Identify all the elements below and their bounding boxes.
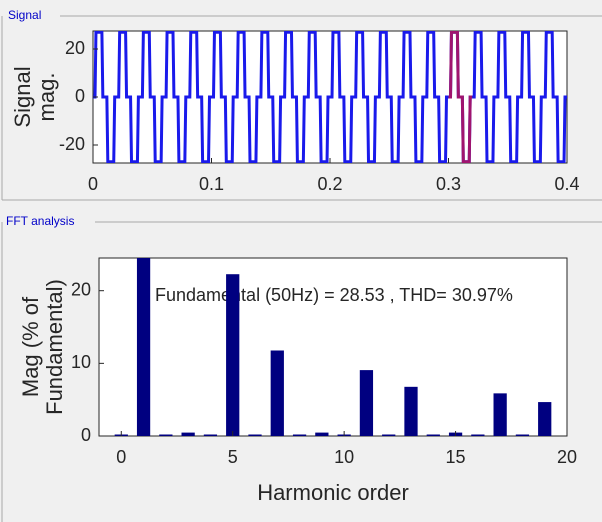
y-tick-label: 20: [65, 38, 85, 58]
x-tick-label: 0.2: [317, 174, 342, 194]
bar: [181, 432, 195, 436]
x-tick-label: 0: [88, 174, 98, 194]
signal-line: [93, 31, 567, 163]
x-tick-label: 10: [334, 447, 354, 467]
annotation: Fundamental (50Hz) = 28.53 , THD= 30.97%: [155, 285, 513, 305]
panel-title: Signal: [8, 8, 41, 22]
bar: [538, 402, 552, 436]
y-axis-label: Mag (% of: [18, 296, 43, 397]
y-axis-label: mag.: [34, 73, 59, 122]
bar: [315, 432, 329, 436]
y-axis-label: Fundamental): [42, 279, 67, 415]
y-tick-label: -20: [59, 134, 85, 154]
bar: [404, 386, 418, 436]
y-tick-label: 0: [75, 86, 85, 106]
bar: [426, 434, 440, 436]
y-tick-label: 20: [71, 279, 91, 299]
bar: [382, 434, 396, 436]
x-tick-label: 15: [446, 447, 466, 467]
y-tick-label: 0: [81, 425, 91, 445]
y-tick-label: 10: [71, 352, 91, 372]
bar: [203, 434, 218, 436]
signal-panel: [1, 15, 602, 201]
title-bg: [4, 9, 58, 23]
bar: [359, 370, 374, 436]
fft-panel: [1, 221, 602, 522]
bar: [493, 393, 507, 436]
bar: [270, 350, 284, 436]
x-tick-label: 20: [557, 447, 577, 467]
plot-area: [98, 257, 568, 437]
x-tick-label: 5: [228, 447, 238, 467]
x-tick-label: 0.3: [436, 174, 461, 194]
plot-content: [93, 31, 567, 163]
bar: [159, 434, 173, 436]
bar: [515, 434, 530, 436]
bar: [226, 274, 240, 436]
y-axis-label: Signal: [10, 66, 35, 127]
signal-line: [448, 31, 473, 163]
x-tick-label: 0.4: [554, 174, 579, 194]
bar: [471, 434, 485, 436]
panel-title: FFT analysis: [6, 214, 74, 228]
title-bg: [4, 215, 94, 229]
x-tick-label: 0: [116, 447, 126, 467]
x-tick-label: 0.1: [199, 174, 224, 194]
bar: [248, 434, 262, 436]
plot-content: Fundamental (50Hz) = 28.53 , THD= 30.97%: [114, 258, 552, 436]
bar: [292, 434, 307, 436]
x-axis-label: Harmonic order: [257, 480, 409, 505]
bar: [136, 258, 151, 436]
